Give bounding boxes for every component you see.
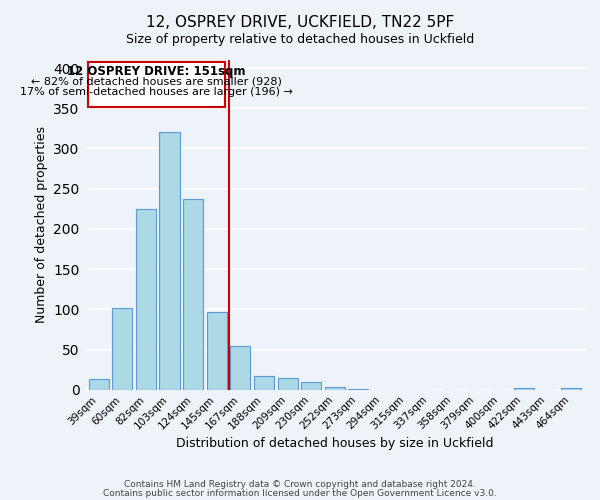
Text: Contains HM Land Registry data © Crown copyright and database right 2024.: Contains HM Land Registry data © Crown c… [124, 480, 476, 489]
FancyBboxPatch shape [88, 62, 225, 106]
Text: 17% of semi-detached houses are larger (196) →: 17% of semi-detached houses are larger (… [20, 88, 293, 98]
Bar [136, 209, 156, 390]
Bar [301, 382, 321, 390]
Text: 12 OSPREY DRIVE: 151sqm: 12 OSPREY DRIVE: 151sqm [67, 65, 246, 78]
Bar [89, 380, 109, 390]
Text: ← 82% of detached houses are smaller (928): ← 82% of detached houses are smaller (92… [31, 77, 282, 87]
Bar [160, 132, 179, 390]
Text: Contains public sector information licensed under the Open Government Licence v3: Contains public sector information licen… [103, 489, 497, 498]
Bar [278, 378, 298, 390]
Bar [183, 199, 203, 390]
Bar [325, 386, 345, 390]
Bar [561, 388, 581, 390]
Bar [207, 312, 227, 390]
X-axis label: Distribution of detached houses by size in Uckfield: Distribution of detached houses by size … [176, 437, 494, 450]
Bar [254, 376, 274, 390]
Bar [230, 346, 250, 390]
Text: 12, OSPREY DRIVE, UCKFIELD, TN22 5PF: 12, OSPREY DRIVE, UCKFIELD, TN22 5PF [146, 15, 454, 30]
Bar [112, 308, 133, 390]
Bar [349, 389, 368, 390]
Y-axis label: Number of detached properties: Number of detached properties [35, 126, 48, 324]
Bar [514, 388, 533, 390]
Text: Size of property relative to detached houses in Uckfield: Size of property relative to detached ho… [126, 32, 474, 46]
